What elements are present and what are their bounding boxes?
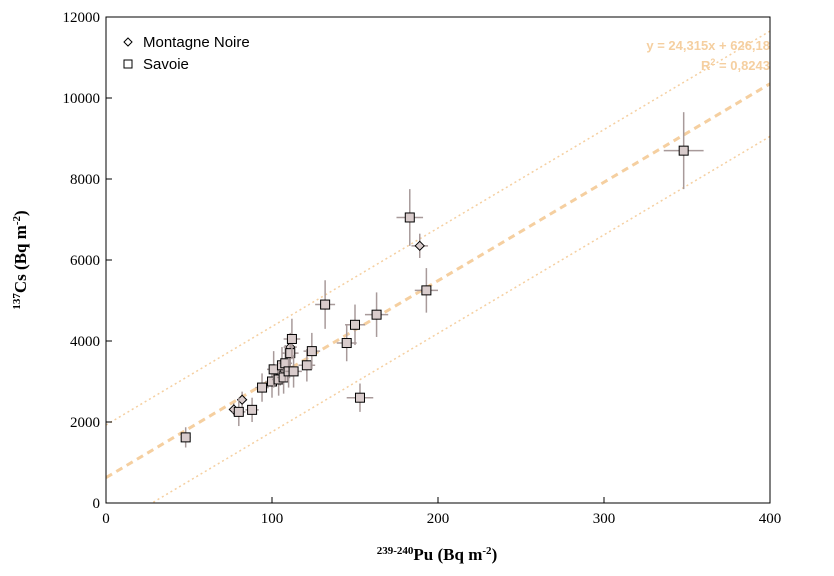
square-marker [288, 366, 299, 377]
square-marker [268, 364, 279, 375]
regression-lines [106, 30, 770, 503]
square-marker [350, 319, 360, 330]
x-tick-label: 300 [593, 511, 616, 527]
data-point [180, 427, 191, 448]
square-marker [286, 333, 297, 344]
series-savoie [180, 112, 704, 448]
y-tick-label: 10000 [63, 91, 101, 107]
legend: Montagne Noire Savoie [123, 34, 250, 73]
r-squared-label: R2 = 0,8243 [701, 57, 770, 73]
x-tick-label: 200 [427, 511, 450, 527]
square-marker-icon [123, 59, 133, 69]
legend-label-savoie: Savoie [143, 56, 189, 73]
square-marker [306, 346, 317, 357]
data-point [364, 292, 389, 337]
legend-item-savoie: Savoie [123, 56, 189, 73]
square-marker [285, 348, 296, 359]
regression-line [106, 82, 770, 479]
lower-confidence-line [150, 135, 770, 503]
data-point [232, 397, 246, 427]
x-tick-label: 100 [261, 511, 284, 527]
square-marker [421, 285, 432, 296]
legend-item-montagne-noire: Montagne Noire [123, 34, 250, 51]
upper-confidence-line [106, 30, 770, 426]
square-marker [404, 212, 415, 223]
data-points-layer [180, 112, 704, 448]
data-point [285, 355, 302, 388]
square-marker [320, 299, 331, 310]
x-axis-title: 239-240Pu (Bq m-2) [377, 545, 497, 564]
square-marker [180, 432, 191, 443]
data-point [303, 332, 321, 370]
regression-equation: y = 24,315x + 626,18 [646, 38, 770, 53]
data-point [411, 233, 429, 258]
square-marker [354, 392, 365, 403]
legend-label-montagne-noire: Montagne Noire [143, 34, 250, 51]
data-point [345, 304, 365, 346]
y-tick-label: 0 [93, 496, 101, 512]
y-tick-label: 2000 [70, 415, 100, 431]
data-point [236, 391, 248, 408]
square-marker [301, 360, 312, 371]
data-point [245, 397, 259, 422]
data-point [346, 383, 374, 412]
y-tick-label: 4000 [70, 334, 100, 350]
data-point [255, 373, 269, 402]
diamond-marker [414, 240, 425, 252]
y-tick-label: 8000 [70, 172, 100, 188]
square-marker [257, 382, 268, 393]
x-tick-label: 0 [102, 511, 110, 527]
diamond-marker-icon [123, 37, 133, 47]
regression-layer [106, 30, 770, 503]
equation-annotation: y = 24,315x + 626,18 R2 = 0,8243 [646, 38, 770, 73]
data-point [414, 268, 438, 313]
y-tick-label: 6000 [70, 253, 100, 269]
y-tick-label: 12000 [63, 10, 101, 26]
data-point [336, 324, 357, 362]
square-marker [371, 309, 382, 320]
data-point [283, 318, 301, 360]
y-axis-title: 137Cs (Bq m-2) [11, 210, 30, 309]
data-point [663, 112, 704, 190]
square-marker [678, 145, 689, 156]
square-marker [233, 406, 244, 417]
square-marker [247, 404, 258, 415]
x-tick-label: 400 [759, 511, 782, 527]
data-point [315, 280, 336, 329]
data-point [396, 189, 424, 246]
square-marker [341, 338, 352, 349]
